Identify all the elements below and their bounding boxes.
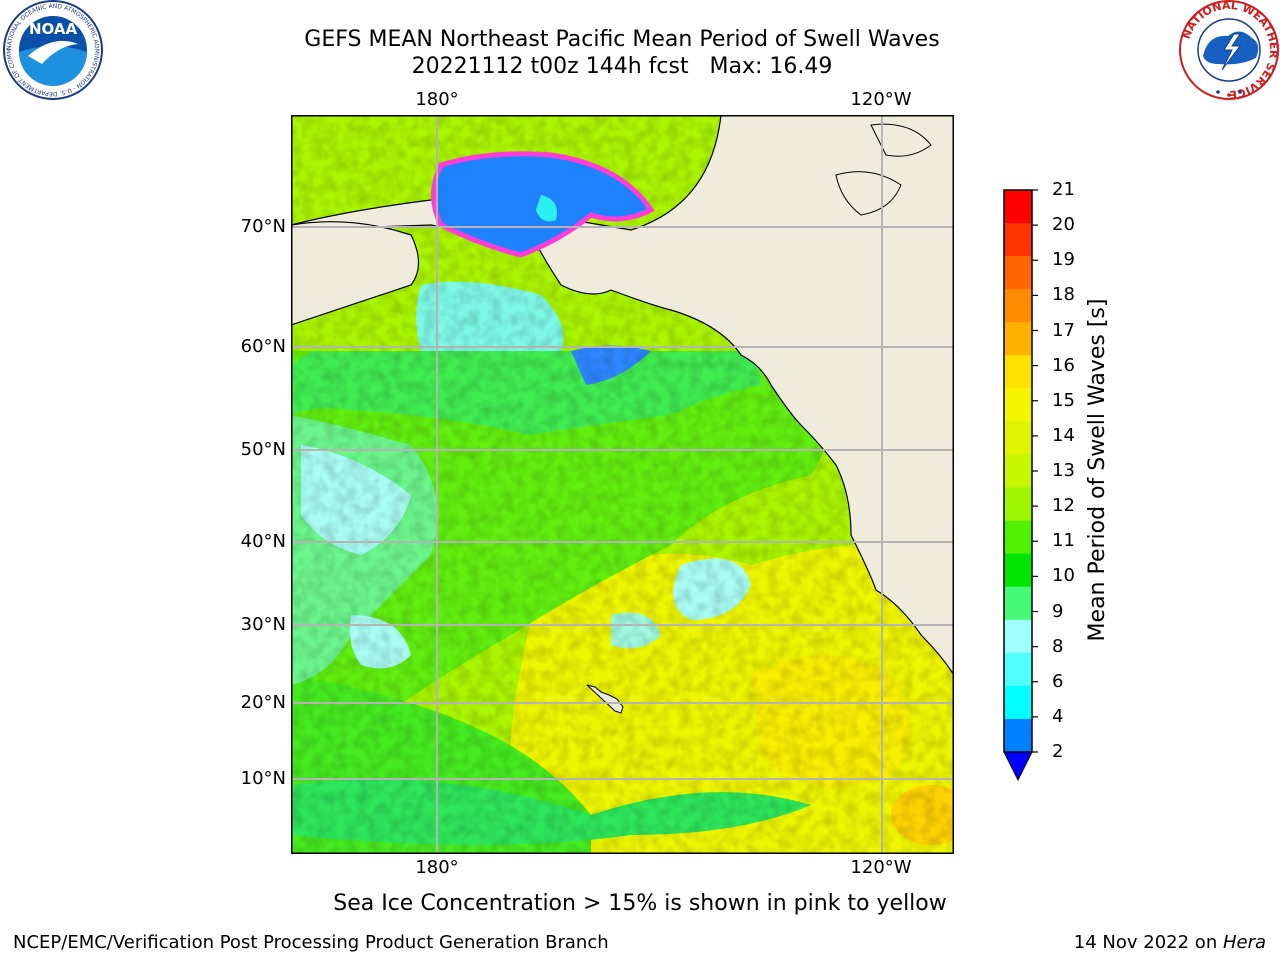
colorbar-tick-label: 14 [1052,424,1075,446]
footer-date: 14 Nov 2022 on Hera [1074,932,1266,954]
map-frame [291,115,954,854]
colorbar-tick-label: 17 [1052,319,1075,341]
colorbar-tick-label: 2 [1052,741,1064,762]
sea-ice-note: Sea Ice Concentration > 15% is shown in … [333,891,947,916]
chukotka-land [291,221,420,326]
arctic-island-2 [870,123,932,157]
nws-logo: NATIONAL WEATHER SERVICE [1179,0,1280,100]
colorbar-band [1004,256,1032,290]
colorbar-tick-label: 10 [1052,565,1075,587]
colorbar-band [1004,718,1032,753]
colorbar-title: Mean Period of Swell Waves [s] [1085,298,1110,642]
lat-label-10n: 10°N [240,768,286,789]
hawaii-islands [586,684,624,714]
map-title: GEFS MEAN Northeast Pacific Mean Period … [304,27,940,52]
colorbar-band [1004,520,1032,555]
colorbar-band [1004,553,1032,588]
lat-label-70n: 70°N [240,216,286,237]
arctic-island [835,171,902,216]
colorbar-band [1004,421,1032,455]
swell-period-map [291,115,954,854]
footer-date-text: 14 Nov 2022 on [1073,932,1223,953]
colorbar-band [1004,586,1032,621]
lat-label-60n: 60°N [240,336,286,357]
lon-label-top-180: 180° [415,89,459,110]
colorbar-band [1004,619,1032,654]
graticule [291,115,954,854]
colorbar-ticks [1032,189,1038,753]
colorbar-extend-triangle [1003,751,1033,782]
colorbar-band [1004,685,1032,720]
colorbar-tick-label: 21 [1052,179,1075,200]
colorbar-band [1004,652,1032,687]
colorbar-tick-label: 19 [1052,249,1075,271]
colorbar-bands [1004,190,1032,753]
colorbar-tick-label: 6 [1052,670,1064,692]
footer-credit: NCEP/EMC/Verification Post Processing Pr… [13,932,609,953]
colorbar [1003,189,1038,782]
colorbar-tick-label: 20 [1052,214,1075,236]
lon-label-bottom-180: 180° [415,857,459,878]
arctic-cyan-patch [536,195,557,222]
noaa-logo: NATIONAL OCEANIC AND ATMOSPHERIC ADMINIS… [2,0,103,100]
colorbar-tick-label: 8 [1052,635,1064,657]
colorbar-band [1004,289,1032,323]
colorbar-tick-label: 16 [1052,354,1075,376]
footer-machine: Hera [1222,932,1266,953]
colorbar-band [1004,388,1032,422]
colorbar-tick-label: 12 [1052,495,1075,517]
colorbar-band [1004,454,1032,489]
noaa-logo-text: NOAA [29,20,78,38]
lat-label-50n: 50°N [240,439,286,460]
colorbar-tick-label: 18 [1052,284,1075,306]
colorbar-tick-label: 9 [1052,600,1064,622]
colorbar-tick-label: 15 [1052,389,1075,411]
colorbar-band [1004,190,1032,224]
colorbar-band [1004,487,1032,522]
lat-label-20n: 20°N [240,692,286,713]
colorbar-band [1004,223,1032,257]
colorbar-tick-label: 11 [1052,530,1075,552]
lat-label-30n: 30°N [240,614,286,635]
lon-label-bottom-120w: 120°W [850,857,912,878]
lat-label-40n: 40°N [240,531,286,552]
colorbar-tick-label: 13 [1052,460,1075,481]
colorbar-band [1004,322,1032,356]
map-subtitle: 20221112 t00z 144h fcst Max: 16.49 [411,54,833,79]
lon-label-top-120w: 120°W [850,89,912,110]
colorbar-band [1004,355,1032,389]
colorbar-tick-label: 4 [1052,705,1064,727]
